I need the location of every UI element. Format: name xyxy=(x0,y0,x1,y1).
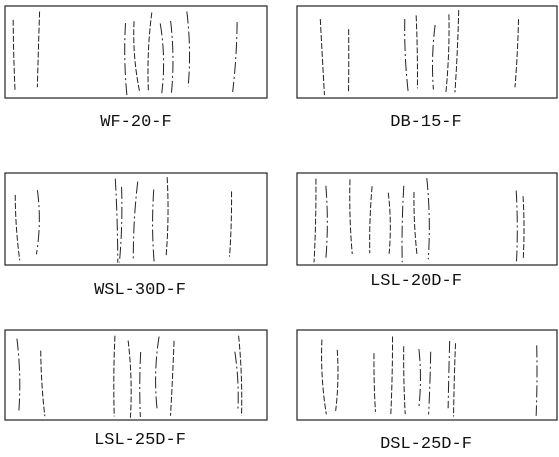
crack xyxy=(453,343,456,417)
crack xyxy=(313,178,317,263)
crack xyxy=(447,340,451,409)
crack xyxy=(165,177,169,256)
crack xyxy=(321,339,327,415)
crack xyxy=(133,21,141,92)
crack xyxy=(454,10,460,93)
crack xyxy=(413,192,418,256)
crack xyxy=(186,11,191,87)
panel-label: WSL-30D-F xyxy=(94,281,186,300)
crack xyxy=(403,346,406,415)
crack xyxy=(118,186,123,263)
crack xyxy=(445,14,450,93)
panel: LSL-25D-F xyxy=(4,329,268,450)
panel-label: LSL-25D-F xyxy=(94,431,186,450)
crack xyxy=(390,336,394,415)
crack xyxy=(170,20,174,93)
crack xyxy=(369,186,373,254)
crack xyxy=(335,349,339,411)
crack xyxy=(515,190,518,262)
panel: WSL-30D-F xyxy=(4,172,268,300)
beam-outline xyxy=(296,172,558,266)
crack xyxy=(232,22,238,93)
crack xyxy=(404,19,409,92)
crack xyxy=(319,18,325,96)
crack xyxy=(12,19,16,91)
panel-label: WF-20-F xyxy=(100,113,171,132)
crack xyxy=(514,19,520,88)
panel: DB-15-F xyxy=(296,5,558,132)
crack xyxy=(113,335,116,417)
panel: LSL-20D-F xyxy=(296,172,558,291)
crack xyxy=(401,185,405,263)
crack xyxy=(147,12,153,92)
crack xyxy=(415,15,418,89)
crack xyxy=(124,23,128,96)
crack xyxy=(36,11,41,88)
panel: DSL-25D-F xyxy=(296,329,558,454)
crack xyxy=(428,351,432,415)
crack xyxy=(114,178,119,263)
crack xyxy=(426,177,430,260)
beam-outline xyxy=(4,172,268,266)
crack xyxy=(229,191,233,257)
crack xyxy=(325,185,328,260)
crack xyxy=(432,24,436,90)
panel: WF-20-F xyxy=(4,5,268,132)
crack xyxy=(238,335,243,416)
beam-outline xyxy=(296,5,558,99)
beam-outline xyxy=(4,329,268,421)
crack xyxy=(418,349,421,409)
crack xyxy=(159,23,165,94)
beam-outline xyxy=(296,329,558,421)
crack xyxy=(152,189,155,263)
crack xyxy=(234,351,239,409)
crack xyxy=(535,345,538,416)
crack xyxy=(387,192,391,254)
crack xyxy=(16,338,21,411)
crack xyxy=(127,340,132,418)
crack xyxy=(170,340,175,416)
beam-outline xyxy=(4,5,268,99)
crack xyxy=(40,350,46,417)
crack xyxy=(349,179,353,255)
panel-label: LSL-20D-F xyxy=(370,272,462,291)
crack xyxy=(373,353,376,412)
crack xyxy=(522,196,525,258)
crack xyxy=(132,181,139,261)
panel-label: DSL-25D-F xyxy=(380,435,472,454)
panel-label: DB-15-F xyxy=(390,113,461,132)
crack xyxy=(139,351,142,417)
crack xyxy=(35,190,40,255)
crack xyxy=(155,336,160,411)
crack xyxy=(14,194,21,261)
